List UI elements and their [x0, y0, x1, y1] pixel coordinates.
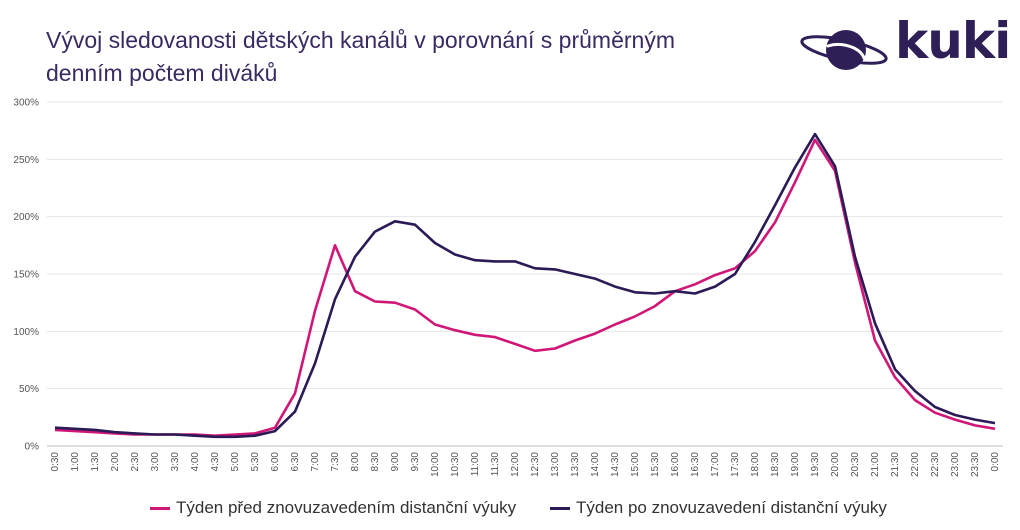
planet-icon	[800, 30, 888, 70]
x-tick-label: 14:00	[590, 452, 601, 477]
y-tick-label: 50%	[19, 384, 39, 395]
x-tick-label: 2:00	[110, 452, 121, 472]
legend: Týden před znovuzavedením distanční výuk…	[0, 498, 1020, 524]
chart-title-line-2: denním počtem diváků	[46, 60, 278, 86]
x-tick-label: 6:00	[270, 452, 281, 472]
x-axis-ticks: 0:30 1:00 1:30 2:00 2:30 3:00 3:30 4:00 4:30 5:00…	[50, 452, 1001, 477]
x-tick-label: 10:30	[450, 452, 461, 477]
chart-title-line-1: Vývoj sledovanosti dětských kanálů v por…	[46, 27, 675, 53]
x-tick-label: 0:00	[990, 452, 1001, 472]
x-tick-label: 22:00	[910, 452, 921, 477]
x-tick-label: 12:30	[530, 452, 541, 477]
x-tick-label: 21:30	[890, 452, 901, 477]
x-tick-label: 7:30	[330, 452, 341, 472]
x-tick-label: 0:30	[50, 452, 61, 472]
x-tick-label: 1:00	[70, 452, 81, 472]
x-tick-label: 22:30	[930, 452, 941, 477]
x-tick-label: 5:00	[230, 452, 241, 472]
kuki-logo: kuki	[800, 12, 1011, 76]
legend-item-before: Týden před znovuzavedením distanční výuk…	[150, 498, 516, 518]
legend-label-after: Týden po znovuzavedení distanční výuky	[576, 498, 887, 517]
x-tick-label: 3:00	[150, 452, 161, 472]
x-tick-label: 13:30	[570, 452, 581, 477]
x-tick-label: 4:30	[210, 452, 221, 472]
x-tick-label: 9:00	[390, 452, 401, 472]
x-tick-label: 17:30	[730, 452, 741, 477]
x-tick-label: 23:00	[950, 452, 961, 477]
x-tick-label: 10:00	[430, 452, 441, 477]
legend-label-before: Týden před znovuzavedením distanční výuk…	[176, 498, 517, 517]
x-tick-label: 12:00	[510, 452, 521, 477]
x-tick-label: 14:30	[610, 452, 621, 477]
x-tick-label: 19:30	[810, 452, 821, 477]
series-lines	[54, 132, 996, 439]
legend-swatch-before	[150, 506, 170, 510]
x-tick-label: 15:30	[650, 452, 661, 477]
x-tick-label: 16:30	[690, 452, 701, 477]
x-tick-label: 15:00	[630, 452, 641, 477]
chart-title: Vývoj sledovanosti dětských kanálů v por…	[46, 24, 746, 90]
series-line-before	[54, 138, 996, 438]
x-tick-label: 8:00	[350, 452, 361, 472]
x-tick-label: 19:00	[790, 452, 801, 477]
series-line-after	[54, 132, 996, 439]
y-tick-label: 200%	[13, 212, 39, 223]
x-tick-label: 3:30	[170, 452, 181, 472]
x-tick-label: 18:00	[750, 452, 761, 477]
x-tick-label: 16:00	[670, 452, 681, 477]
x-tick-label: 6:30	[290, 452, 301, 472]
x-tick-label: 5:30	[250, 452, 261, 472]
x-tick-label: 20:30	[850, 452, 861, 477]
x-tick-label: 9:30	[410, 452, 421, 472]
legend-item-after: Týden po znovuzavedení distanční výuky	[550, 498, 887, 518]
x-tick-label: 1:30	[90, 452, 101, 472]
x-tick-label: 17:00	[710, 452, 721, 477]
y-tick-label: 300%	[13, 98, 39, 109]
x-tick-label: 7:00	[310, 452, 321, 472]
x-tick-label: 21:00	[870, 452, 881, 477]
y-tick-label: 0%	[25, 442, 40, 453]
grid-lines	[47, 101, 1003, 447]
y-tick-label: 100%	[13, 327, 39, 338]
line-chart: 0% 50% 100% 150% 200% 250% 300% 0:30 1:00 1:30 2:…	[13, 98, 1003, 477]
x-tick-label: 23:30	[970, 452, 981, 477]
legend-swatch-after	[550, 506, 570, 510]
x-tick-label: 11:00	[470, 452, 481, 477]
y-axis-ticks: 0% 50% 100% 150% 200% 250% 300%	[13, 98, 39, 453]
x-tick-label: 18:30	[770, 452, 781, 477]
y-tick-label: 150%	[13, 270, 39, 281]
x-tick-label: 2:30	[130, 452, 141, 472]
x-tick-label: 20:00	[830, 452, 841, 477]
y-tick-label: 250%	[13, 155, 39, 166]
x-tick-label: 4:00	[190, 452, 201, 472]
x-tick-label: 13:00	[550, 452, 561, 477]
x-tick-label: 11:30	[490, 452, 501, 477]
logo-text: kuki	[895, 12, 1011, 70]
x-tick-label: 8:30	[370, 452, 381, 472]
